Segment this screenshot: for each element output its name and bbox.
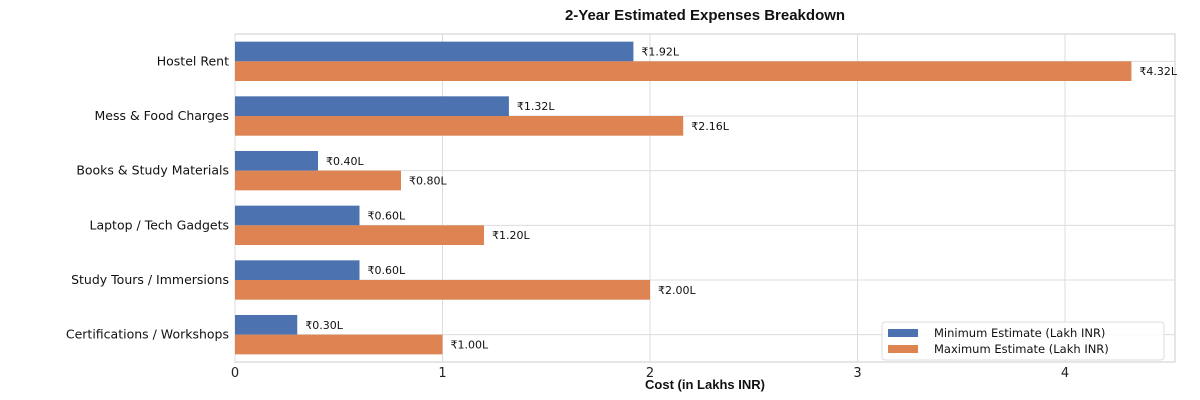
legend-swatch-maximum [888, 345, 918, 353]
category-label: Books & Study Materials [76, 163, 229, 178]
data-label: ₹1.92L [641, 45, 679, 58]
legend-swatch-minimum [888, 329, 918, 337]
data-label: ₹1.32L [517, 100, 555, 113]
data-label: ₹2.16L [691, 120, 729, 133]
bar-maximum [235, 170, 402, 191]
x-tick-label: 3 [853, 366, 861, 381]
legend-box [881, 321, 1165, 361]
x-tick-label: 0 [231, 366, 239, 381]
legend-label: Minimum Estimate (Lakh INR) [934, 326, 1105, 340]
bar-minimum [235, 314, 298, 335]
bar-maximum [235, 334, 443, 355]
data-label: ₹0.30L [305, 319, 343, 332]
category-label: Hostel Rent [157, 53, 229, 68]
chart-title: 2-Year Estimated Expenses Breakdown [565, 7, 845, 24]
category-label: Mess & Food Charges [94, 108, 229, 123]
data-label: ₹0.40L [326, 155, 364, 168]
legend: Minimum Estimate (Lakh INR) Maximum Estim… [881, 321, 1165, 361]
category-label: Laptop / Tech Gadgets [90, 217, 230, 232]
bar-minimum [235, 96, 509, 116]
legend-label: Maximum Estimate (Lakh INR) [934, 342, 1109, 356]
x-axis-label: Cost (in Lakhs INR) [645, 377, 765, 392]
bar-maximum [235, 116, 684, 136]
plot-area: 0 1 2 3 4 Hostel Rent ₹1.92L ₹4.32L Mess & Food … [66, 33, 1178, 381]
bar-maximum [235, 225, 485, 246]
data-label: ₹1.00L [451, 339, 489, 352]
bar-minimum [235, 260, 360, 280]
bar-minimum [235, 205, 360, 226]
x-tick-label: 4 [1061, 366, 1069, 381]
data-label: ₹0.60L [368, 209, 406, 222]
data-label: ₹2.00L [658, 284, 696, 297]
data-label: ₹0.80L [409, 175, 447, 188]
category-label: Certifications / Workshops [66, 327, 229, 342]
data-label: ₹0.60L [368, 264, 406, 277]
category-label: Study Tours / Immersions [71, 272, 229, 287]
data-label: ₹4.32L [1139, 65, 1177, 78]
bar-maximum [235, 61, 1132, 82]
bar-minimum [235, 41, 634, 62]
bar-minimum [235, 150, 319, 171]
bar-maximum [235, 280, 651, 300]
x-tick-label: 1 [438, 366, 446, 381]
data-label: ₹1.20L [492, 229, 530, 242]
x-tick-label: 2 [646, 366, 654, 381]
plot-frame [234, 33, 1176, 363]
